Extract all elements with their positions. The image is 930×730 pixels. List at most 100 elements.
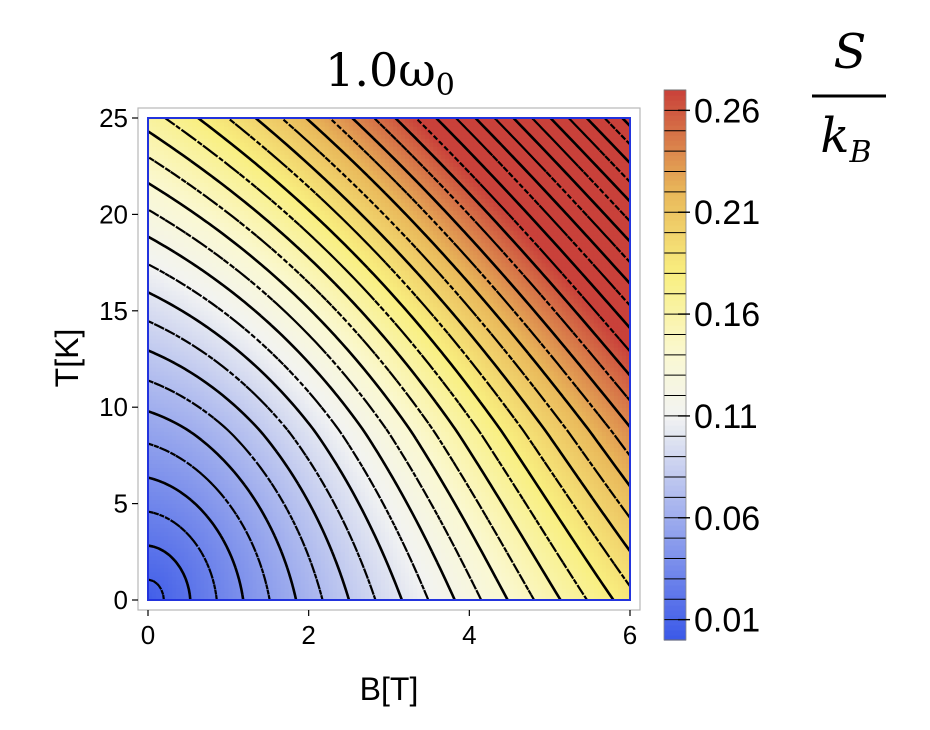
field-cell (256, 322, 262, 328)
field-cell (248, 579, 254, 585)
field-cell (188, 367, 193, 372)
field-cell (196, 254, 201, 260)
field-cell (296, 591, 302, 597)
field-cell (296, 354, 302, 360)
field-cell (268, 515, 274, 521)
field-cell (260, 455, 266, 461)
field-cell (180, 238, 185, 244)
field-cell (276, 411, 282, 416)
field-cell (300, 423, 306, 428)
field-cell (156, 483, 161, 489)
field-cell (304, 354, 310, 360)
field-cell (252, 403, 258, 408)
field-cell (160, 254, 165, 260)
field-cell (184, 262, 189, 268)
field-cell (160, 507, 165, 513)
field-cell (248, 222, 254, 228)
field-cell (148, 286, 153, 292)
field-cell (312, 375, 318, 380)
field-cell (264, 551, 270, 557)
field-cell (244, 495, 250, 501)
field-cell (240, 278, 245, 284)
field-cell (192, 158, 197, 163)
field-cell (268, 423, 274, 428)
field-cell (260, 423, 266, 428)
field-cell (308, 443, 314, 448)
field-cell (252, 218, 258, 224)
field-cell (232, 214, 237, 220)
field-cell (288, 507, 294, 513)
field-cell (180, 258, 185, 264)
field-cell (192, 523, 197, 529)
field-cell (188, 278, 193, 284)
field-cell (240, 326, 245, 332)
field-cell (292, 531, 298, 537)
field-cell (276, 118, 282, 123)
field-cell (224, 455, 229, 461)
field-cell (196, 226, 201, 232)
field-cell (160, 310, 165, 316)
field-cell (224, 150, 229, 155)
field-cell (272, 459, 278, 465)
field-cell (212, 182, 217, 187)
field-cell (252, 234, 258, 240)
field-cell (300, 499, 306, 505)
field-cell (156, 535, 161, 541)
field-cell (156, 286, 161, 292)
field-cell (200, 142, 205, 147)
field-cell (208, 487, 213, 493)
field-cell (220, 555, 225, 561)
field-cell (312, 439, 318, 444)
field-cell (172, 182, 177, 187)
field-cell (208, 503, 213, 509)
field-cell (228, 270, 233, 276)
field-cell (268, 278, 274, 284)
field-cell (308, 547, 314, 553)
field-cell (180, 547, 185, 553)
field-cell (176, 322, 181, 328)
field-cell (192, 150, 197, 155)
field-cell (236, 122, 241, 127)
chart-title: 1.0ω0 (325, 43, 455, 103)
field-cell (160, 186, 165, 191)
field-cell (256, 342, 262, 348)
field-cell (292, 314, 298, 320)
field-cell (312, 314, 318, 320)
field-cell (156, 579, 161, 585)
field-cell (232, 591, 237, 597)
field-cell (176, 118, 181, 123)
field-cell (212, 130, 217, 135)
field-cell (268, 531, 274, 537)
field-cell (256, 539, 262, 545)
field-cell (168, 415, 173, 420)
field-cell (192, 579, 197, 585)
field-cell (308, 411, 314, 416)
field-cell (280, 519, 286, 525)
field-cell (200, 575, 205, 581)
field-cell (176, 262, 181, 268)
field-cell (260, 387, 266, 392)
field-cell (180, 310, 185, 316)
field-cell (264, 314, 270, 320)
field-cell (180, 222, 185, 228)
field-cell (168, 178, 173, 183)
field-cell (268, 419, 274, 424)
field-cell (244, 350, 250, 356)
field-cell (220, 411, 225, 416)
field-cell (296, 178, 302, 183)
field-cell (272, 499, 278, 505)
field-cell (156, 250, 161, 256)
field-cell (300, 471, 306, 477)
field-cell (248, 455, 254, 461)
field-cell (268, 391, 274, 396)
field-cell (192, 547, 197, 553)
field-cell (260, 391, 266, 396)
field-cell (288, 383, 294, 388)
field-cell (304, 122, 310, 127)
field-cell (244, 595, 250, 600)
field-cell (304, 515, 310, 521)
field-cell (252, 182, 258, 187)
field-cell (160, 294, 165, 300)
field-cell (296, 346, 302, 352)
field-cell (184, 222, 189, 228)
